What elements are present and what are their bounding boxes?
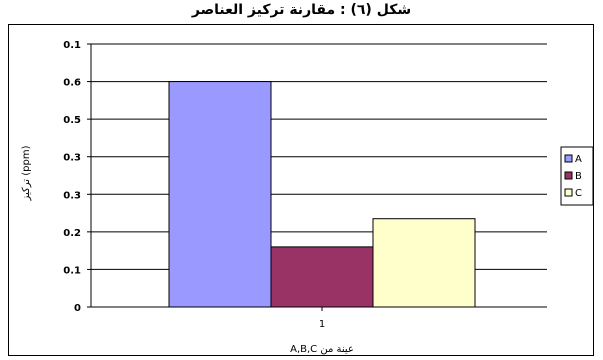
figure-caption: شكل (٦) : مقارنة تركيز العناصر: [191, 2, 412, 18]
legend-label-a: A: [575, 154, 582, 165]
axes: 0 0.1 0.2 0.3 0.3 0.5 0.6 0.1 1: [63, 40, 547, 330]
y-tick-label: 0.1: [63, 40, 81, 51]
bar-c: [372, 218, 476, 308]
bar-chart: 00.10.20.30.30.50.60.11 ABC تركيز (ppm) …: [21, 40, 593, 355]
legend-swatch-a: [564, 154, 573, 163]
bar-b: [270, 246, 374, 308]
x-axis-label: A,B,C عينة من: [290, 344, 354, 355]
y-tick-label: 0: [74, 303, 81, 314]
y-tick-label: 0.3: [63, 153, 81, 164]
gridlines: [91, 43, 547, 270]
legend: ABC: [560, 146, 593, 206]
y-tick-label: 0.5: [63, 115, 81, 126]
x-tick-label: 1: [319, 319, 325, 330]
legend-label-b: B: [575, 171, 582, 182]
y-tick-label: 0.3: [63, 190, 81, 201]
y-axis-label: تركيز (ppm): [21, 145, 32, 201]
bar-a: [168, 81, 272, 308]
legend-swatch-b: [564, 171, 573, 180]
legend-swatch-c: [564, 188, 573, 197]
legend-label-c: C: [575, 188, 582, 199]
y-tick-label: 0.1: [63, 265, 81, 276]
y-tick-label: 0.6: [63, 78, 81, 89]
bars: [168, 81, 476, 308]
y-tick-label: 0.2: [63, 228, 81, 239]
